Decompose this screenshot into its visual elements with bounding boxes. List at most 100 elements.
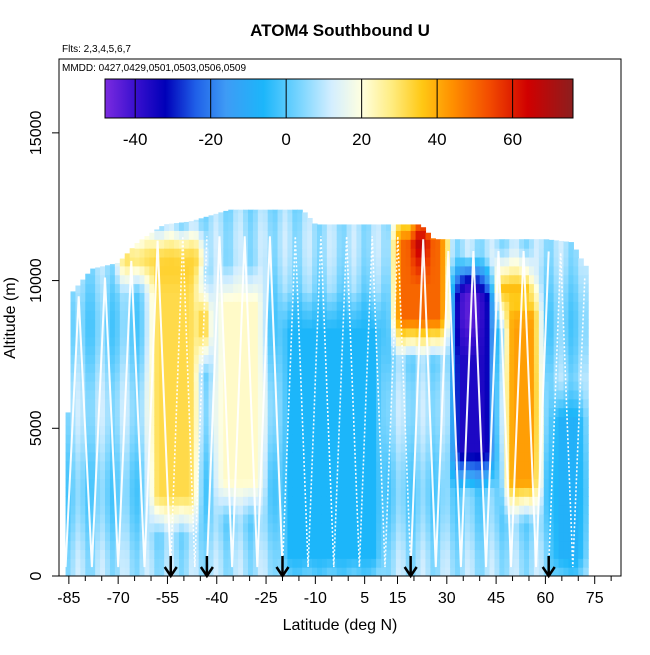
heatmap-cell xyxy=(178,372,185,382)
heatmap-cell xyxy=(262,540,269,551)
heatmap-cell xyxy=(193,425,200,435)
heatmap-cell xyxy=(238,398,244,409)
heatmap-cell xyxy=(366,540,372,551)
heatmap-cell xyxy=(321,460,328,471)
heatmap-cell xyxy=(425,522,431,533)
heatmap-cell xyxy=(302,212,308,223)
heatmap-cell xyxy=(484,239,491,249)
heatmap-cell xyxy=(95,478,101,488)
heatmap-cell xyxy=(371,513,377,524)
heatmap-cell xyxy=(583,451,589,462)
heatmap-cell xyxy=(326,265,333,276)
heatmap-cell xyxy=(228,221,234,231)
heatmap-cell xyxy=(70,381,77,391)
heatmap-cell xyxy=(267,345,274,356)
heatmap-cell xyxy=(351,248,358,258)
heatmap-cell xyxy=(568,540,574,551)
heatmap-cell xyxy=(75,345,81,356)
heatmap-cell xyxy=(405,256,412,267)
heatmap-cell xyxy=(277,416,284,426)
heatmap-cell xyxy=(134,274,141,285)
heatmap-cell xyxy=(459,381,466,391)
heatmap-cell xyxy=(243,469,249,480)
heatmap-cell xyxy=(139,389,146,400)
heatmap-cell xyxy=(287,496,293,506)
heatmap-cell xyxy=(292,372,298,382)
heatmap-cell xyxy=(528,389,535,400)
heatmap-cell xyxy=(548,434,555,444)
heatmap-cell xyxy=(159,256,165,267)
heatmap-cell xyxy=(302,451,308,462)
heatmap-cell xyxy=(233,292,239,302)
heatmap-cell xyxy=(376,265,382,276)
heatmap-cell xyxy=(371,487,377,497)
heatmap-cell xyxy=(366,230,372,240)
heatmap-cell xyxy=(85,310,91,320)
heatmap-cell xyxy=(272,513,279,524)
heatmap-cell xyxy=(346,318,353,329)
heatmap-cell xyxy=(203,301,210,311)
heatmap-cell xyxy=(243,425,249,435)
heatmap-cell xyxy=(524,425,530,435)
heatmap-cell xyxy=(188,558,195,568)
heatmap-cell xyxy=(100,558,106,568)
heatmap-cell xyxy=(297,549,303,559)
heatmap-cell xyxy=(548,522,555,533)
heatmap-cell xyxy=(548,389,555,400)
heatmap-cell xyxy=(65,460,72,471)
heatmap-cell xyxy=(100,345,106,356)
heatmap-cell xyxy=(528,345,535,356)
heatmap-cell xyxy=(228,256,234,267)
heatmap-cell xyxy=(247,354,254,364)
heatmap-cell xyxy=(410,239,417,249)
heatmap-cell xyxy=(371,416,377,426)
heatmap-cell xyxy=(65,434,72,444)
heatmap-cell xyxy=(188,221,195,231)
heatmap-cell xyxy=(287,363,293,373)
heatmap-cell xyxy=(405,549,412,559)
heatmap-cell xyxy=(134,531,141,542)
heatmap-cell xyxy=(287,274,293,285)
heatmap-cell xyxy=(331,425,338,435)
heatmap-cell xyxy=(386,265,392,276)
heatmap-cell xyxy=(420,318,427,329)
heatmap-cell xyxy=(573,513,579,524)
heatmap-cell xyxy=(450,256,456,267)
heatmap-cell xyxy=(233,221,239,231)
heatmap-cell xyxy=(272,301,279,311)
heatmap-cell xyxy=(435,363,441,373)
heatmap-cell xyxy=(548,248,555,258)
heatmap-cell xyxy=(198,381,205,391)
heatmap-cell xyxy=(243,292,249,302)
heatmap-cell xyxy=(336,318,343,329)
heatmap-cell xyxy=(134,336,141,347)
heatmap-cell xyxy=(479,549,486,559)
heatmap-cell xyxy=(519,425,525,435)
heatmap-cell xyxy=(297,212,303,223)
heatmap-cell xyxy=(459,310,466,320)
heatmap-cell xyxy=(341,425,348,435)
heatmap-cell xyxy=(336,513,343,524)
heatmap-cell xyxy=(203,398,210,409)
heatmap-cell xyxy=(100,460,106,471)
heatmap-cell xyxy=(223,336,229,347)
heatmap-cell xyxy=(188,505,195,515)
heatmap-cell xyxy=(583,327,589,338)
heatmap-cell xyxy=(208,274,215,285)
heatmap-cell xyxy=(464,310,471,320)
heatmap-cell xyxy=(464,425,471,435)
heatmap-cell xyxy=(262,478,269,488)
heatmap-cell xyxy=(149,505,155,515)
heatmap-cell xyxy=(262,407,269,418)
heatmap-cell xyxy=(489,451,496,462)
heatmap-cell xyxy=(509,416,515,426)
heatmap-cell xyxy=(356,496,362,506)
heatmap-cell xyxy=(548,318,555,329)
heatmap-cell xyxy=(193,248,200,258)
heatmap-cell xyxy=(509,274,515,285)
heatmap-cell xyxy=(267,283,274,293)
heatmap-cell xyxy=(144,336,150,347)
heatmap-cell xyxy=(267,567,274,576)
heatmap-cell xyxy=(455,310,461,320)
heatmap-cell xyxy=(282,469,289,480)
